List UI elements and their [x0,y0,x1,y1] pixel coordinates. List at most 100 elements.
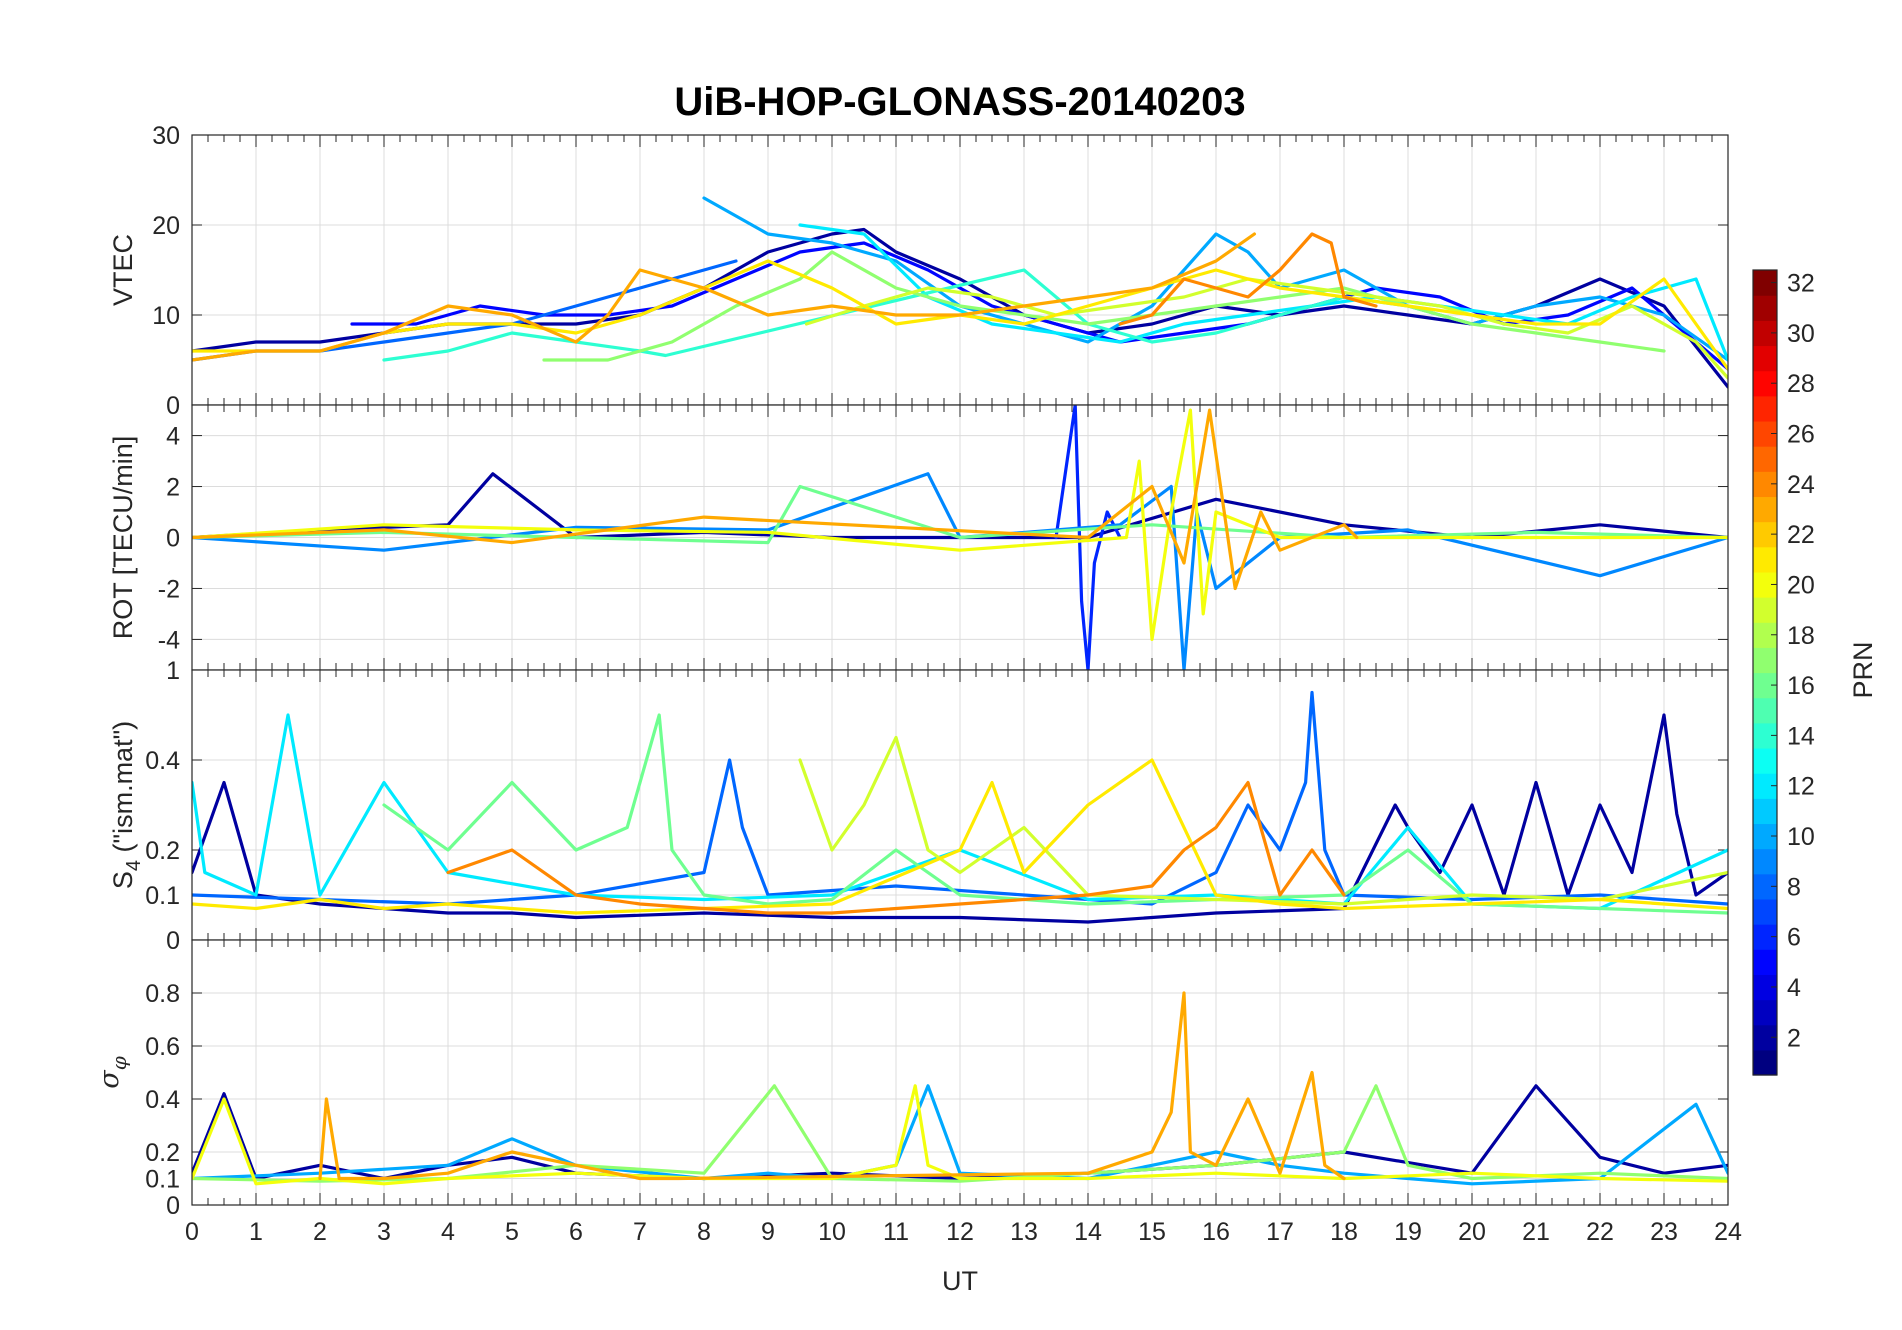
colorbar-swatch [1753,747,1777,774]
colorbar-tick-label: 30 [1787,320,1815,348]
panel-1-series [192,405,1728,670]
colorbar-tick-label: 22 [1787,521,1815,549]
colorbar-tick-label: 20 [1787,571,1815,599]
x-tick-label: 10 [818,1218,846,1246]
x-axis: 0 1 2 3 4 5 6 7 8 9 10 11 12 13 14 15 16 17 18 19 20 21 22 23 24 [185,1218,1742,1246]
x-tick-label: 6 [569,1218,583,1246]
colorbar-tick-label: 32 [1787,270,1815,298]
series-prn-17 [542,250,1666,362]
colorbar-tick-label: 14 [1787,722,1815,750]
panel-3: 00.10.2 0.4 0.6 0.8 σφ [94,939,1729,1220]
y-tick-label: 10 [152,302,180,330]
x-tick-label: 1 [249,1218,263,1246]
x-tick-label: 3 [377,1218,391,1246]
y-axis-label: ROT [TECU/min] [108,436,138,640]
colorbar-swatch [1753,395,1777,422]
panel-0: 0 10 20 30 VTEC [108,122,1729,420]
colorbar-swatch [1753,949,1777,975]
series-prn-16 [382,713,1728,915]
colorbar-tick-label: 24 [1787,471,1815,499]
colorbar-tick-label: 26 [1787,421,1815,449]
series-prn-10 [192,1084,1728,1186]
series-prn-8 [192,690,1728,906]
y-tick-label: 0.2 [145,837,180,865]
colorbar-swatch [1753,999,1777,1026]
x-tick-label: 11 [883,1218,909,1246]
y-tick-label: 1 [166,657,180,685]
series-prn-12 [798,223,1728,362]
colorbar-tick-label: 8 [1787,873,1801,901]
series-prn-19 [804,277,1728,380]
series-prn-14 [382,268,1474,362]
x-tick-label: 17 [1266,1218,1294,1246]
x-tick-label: 0 [185,1218,199,1246]
colorbar-frame [1752,269,1778,1076]
y-tick-label: -4 [158,626,180,654]
x-tick-label: 20 [1458,1218,1486,1246]
y-tick-label: 0.1 [145,1166,180,1194]
colorbar-swatch [1753,446,1777,472]
x-tick-label: 12 [946,1218,974,1246]
colorbar-swatch [1753,597,1777,623]
y-tick-label: 0.2 [145,1139,180,1167]
colorbar-swatch [1753,295,1777,321]
series-prn-24 [446,780,1346,915]
x-tick-label: 21 [1522,1218,1550,1246]
y-axis-label: VTEC [108,234,138,306]
y-tick-label: 2 [166,474,180,502]
colorbar-tick-label: 10 [1787,823,1815,851]
colorbar-tick-label: 6 [1787,924,1801,952]
series-prn-12 [192,713,1728,911]
colorbar-swatch [1753,848,1777,875]
x-axis-label: UT [942,1266,978,1296]
y-axis-label: S4 ("ism.mat") [108,721,145,889]
colorbar-tick-label: 16 [1787,672,1815,700]
colorbar-swatch [1753,345,1777,372]
colorbar-tick-label: 12 [1787,773,1815,801]
series-prn-9 [192,472,1728,670]
y-axis-label: σφ [94,1056,131,1088]
panel-0-series [192,196,1728,389]
y-tick-label: 30 [152,122,180,150]
colorbar-swatch [1753,496,1777,523]
panel-2-series [192,690,1728,924]
x-tick-label: 23 [1650,1218,1678,1246]
x-tick-label: 16 [1202,1218,1230,1246]
colorbar-swatch [1753,898,1777,925]
series-prn-16 [192,484,1728,545]
series-prn-23 [192,408,1359,591]
colorbar-swatch [1753,798,1777,825]
colorbar-tick-label: 2 [1787,1024,1801,1052]
panel-frame [191,939,1729,1206]
y-tick-label: 0.1 [145,882,180,910]
colorbar-swatch [1753,546,1777,573]
panel-1: -4 -2 0 2 4 ROT [TECU/min] [108,404,1729,671]
x-tick-label: 7 [633,1218,647,1246]
y-tick-label: 4 [166,423,180,451]
colorbar-tick-label: 28 [1787,370,1815,398]
y-tick-label: 0 [166,525,180,553]
series-prn-21 [192,758,1728,915]
colorbar-swatch [1753,1049,1777,1076]
panel-3-series [192,991,1728,1186]
colorbar-label: PRN [1848,641,1878,698]
x-tick-label: 8 [697,1218,711,1246]
x-tick-label: 9 [761,1218,775,1246]
y-tick-label: 0.6 [145,1033,180,1061]
colorbar-tick-label: 18 [1787,622,1815,650]
x-tick-label: 24 [1714,1218,1742,1246]
y-tick-label: 0.4 [145,747,180,775]
panel-2: 0 0.1 0.2 0.4 1 S4 ("ism.mat") [108,657,1729,955]
series-prn-6 [1054,405,1122,670]
series-prn-20 [192,408,1728,642]
series-prn-23 [192,232,1257,362]
x-tick-label: 19 [1394,1218,1422,1246]
y-tick-label: 0 [166,392,180,420]
x-tick-label: 13 [1010,1218,1038,1246]
x-tick-label: 2 [313,1218,327,1246]
x-tick-label: 14 [1074,1218,1102,1246]
colorbar-tick-label: 4 [1787,974,1801,1002]
